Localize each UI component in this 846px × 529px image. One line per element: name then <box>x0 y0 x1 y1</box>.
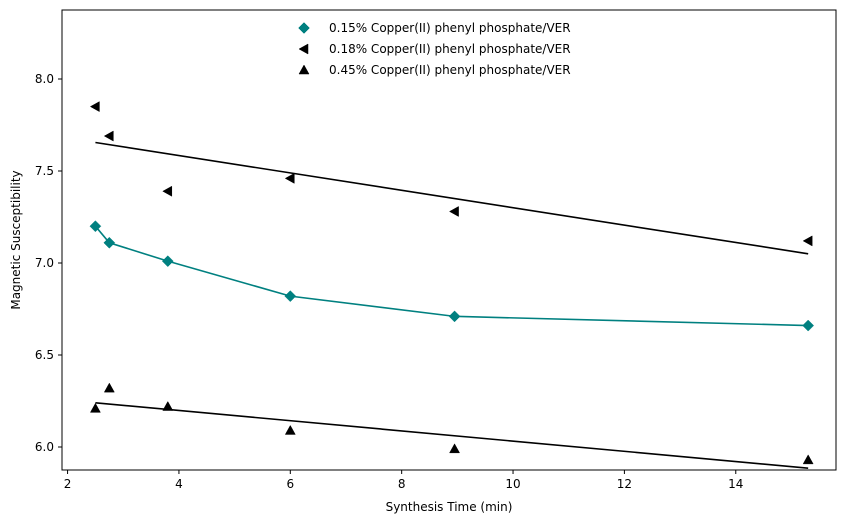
fit-line-series-2 <box>95 141 809 255</box>
data-point-series-2 <box>103 130 114 142</box>
y-tick-label: 7.0 <box>35 256 54 270</box>
legend-label-series-1: 0.15% Copper(II) phenyl phosphate/VER <box>329 21 571 35</box>
plot-area <box>61 9 837 471</box>
data-point-series-3 <box>89 402 101 413</box>
data-point-series-1 <box>802 319 815 332</box>
legend-label-series-3: 0.45% Copper(II) phenyl phosphate/VER <box>329 63 571 77</box>
y-axis-label: Magnetic Susceptibility <box>9 170 23 309</box>
legend-label-series-2: 0.18% Copper(II) phenyl phosphate/VER <box>329 42 571 56</box>
data-point-series-2 <box>89 101 100 113</box>
data-point-series-3 <box>162 401 174 411</box>
data-point-series-1 <box>448 310 461 323</box>
x-axis: 2 4 6 8 10 12 14 <box>64 470 743 491</box>
data-point-series-3 <box>284 424 296 435</box>
data-point-series-3 <box>103 382 115 393</box>
fit-line-series-3 <box>95 402 809 469</box>
data-point-series-1 <box>284 290 297 302</box>
data-point-series-2 <box>284 172 295 184</box>
x-tick-label: 8 <box>398 477 406 491</box>
data-point-series-3 <box>449 443 460 454</box>
x-axis-label: Synthesis Time (min) <box>386 500 513 514</box>
data-point-series-3 <box>802 454 814 465</box>
x-tick-label: 12 <box>617 477 632 491</box>
data-point-series-1 <box>89 220 102 233</box>
data-point-series-1 <box>103 236 116 249</box>
x-tick-label: 10 <box>505 477 520 491</box>
x-tick-label: 14 <box>728 477 743 491</box>
data-point-series-2 <box>162 185 173 197</box>
legend-marker-series-2 <box>298 43 309 55</box>
y-tick-label: 7.5 <box>35 164 54 178</box>
y-tick-label: 6.0 <box>35 440 54 454</box>
data-point-series-1 <box>161 255 174 268</box>
x-tick-label: 6 <box>286 477 294 491</box>
legend-marker-series-3 <box>298 64 310 75</box>
data-point-series-2 <box>802 235 813 247</box>
x-tick-label: 4 <box>175 477 183 491</box>
legend: 0.15% Copper(II) phenyl phosphate/VER 0.1… <box>298 21 571 77</box>
legend-marker-series-1 <box>298 22 310 34</box>
data-point-series-2 <box>449 206 459 217</box>
data-points <box>89 101 815 465</box>
y-tick-label: 6.5 <box>35 348 54 362</box>
y-tick-label: 8.0 <box>35 72 54 86</box>
x-tick-label: 2 <box>64 477 72 491</box>
y-axis: 6.0 6.5 7.0 7.5 8.0 <box>35 72 62 454</box>
